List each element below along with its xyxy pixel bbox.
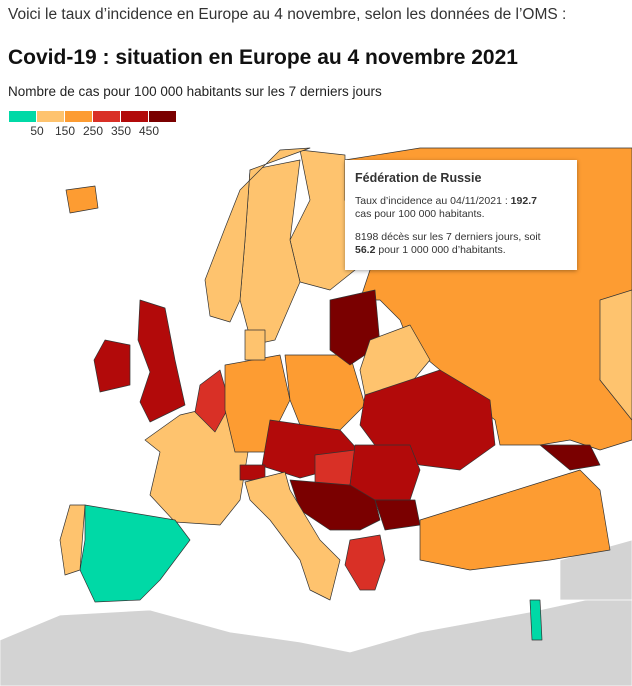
country-poland[interactable] [284,354,366,431]
legend-tick: 350 [110,124,132,138]
country-spain[interactable] [79,504,191,603]
country-greece[interactable] [344,534,386,591]
legend-swatch [65,111,92,122]
intro-text: Voici le taux d’incidence en Europe au 4… [8,6,567,23]
country-portugal[interactable] [59,504,86,576]
tooltip-deaths-label: 8198 décès sur les 7 derniers jours, soi… [355,231,541,243]
country-uk[interactable] [137,299,186,423]
legend-tick: 450 [138,124,160,138]
country-ireland[interactable] [93,339,131,393]
country-tooltip: Fédération de Russie Taux d’incidence au… [345,160,577,270]
country-norway[interactable] [204,147,311,323]
tooltip-country: Fédération de Russie [355,171,482,185]
country-iceland[interactable] [65,185,99,214]
legend-tick: 150 [54,124,76,138]
tooltip-incidence-label: Taux d’incidence au 04/11/2021 : [355,195,511,207]
tooltip-incidence-value: 192.7 [510,195,537,207]
legend-tick: 250 [82,124,104,138]
country-turkey[interactable] [419,469,611,571]
country-denmark[interactable] [244,329,266,361]
map-subtitle: Nombre de cas pour 100 000 habitants sur… [8,84,382,99]
legend-swatch [9,111,36,122]
region-north-africa-middle-east [0,589,632,686]
country-hungary[interactable] [314,449,356,486]
country-israel[interactable] [529,599,543,641]
tooltip-incidence-unit: cas pour 100 000 habitants. [355,208,485,220]
legend-tick: 50 [30,124,44,138]
tooltip-deaths-unit: pour 1 000 000 d’habitants. [375,244,506,256]
country-balkans[interactable] [289,479,381,531]
tooltip-deaths: 8198 décès sur les 7 derniers jours, soi… [355,231,567,257]
map-title: Covid-19 : situation en Europe au 4 nove… [8,46,518,69]
legend-swatch [149,111,176,122]
color-legend [9,111,177,122]
country-kazakhstan[interactable] [599,289,632,421]
legend-swatch [93,111,120,122]
legend-swatch [121,111,148,122]
country-bulgaria[interactable] [374,499,421,531]
legend-swatch [37,111,64,122]
country-italy[interactable] [244,471,341,601]
country-caucasus[interactable] [539,444,601,471]
tooltip-incidence: Taux d’incidence au 04/11/2021 : 192.7 ca… [355,195,567,221]
tooltip-deaths-value: 56.2 [355,244,376,256]
country-benelux[interactable] [194,369,231,433]
